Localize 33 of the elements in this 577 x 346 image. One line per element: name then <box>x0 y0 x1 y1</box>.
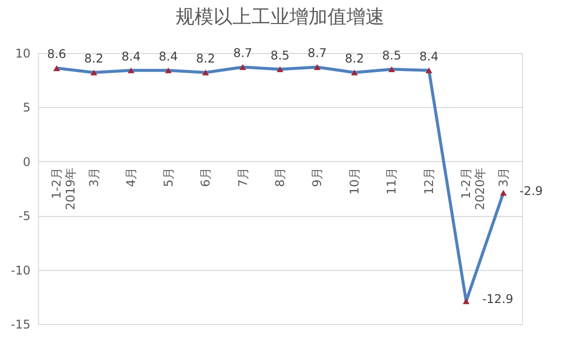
x-tick-label: 10月 <box>347 167 362 195</box>
y-tick-label: 10 <box>15 46 30 60</box>
x-tick-label: 5月 <box>161 167 176 188</box>
data-label: 8.5 <box>382 48 402 62</box>
data-label: 8.6 <box>47 47 66 62</box>
x-tick-label: 9月 <box>310 167 324 188</box>
data-label: 8.2 <box>84 52 104 66</box>
x-tick-label: 4月 <box>124 167 138 188</box>
data-label: 8.4 <box>158 49 178 64</box>
data-label: 8.2 <box>196 52 216 66</box>
data-label: 8.7 <box>308 46 327 60</box>
data-label: 8.4 <box>122 49 141 64</box>
data-label: 8.7 <box>233 46 252 60</box>
x-tick-label: 1-2月 2019年 <box>50 167 78 210</box>
x-tick-label: 6月 <box>198 167 213 188</box>
data-label: 8.2 <box>344 52 364 66</box>
data-label: -12.9 <box>482 292 514 306</box>
y-tick-label: -10 <box>10 263 30 278</box>
y-tick-label: -5 <box>18 209 30 224</box>
x-tick-label: 7月 <box>236 167 250 188</box>
chart-title: 规模以上工业增加值增速 <box>176 6 384 28</box>
data-label: 8.4 <box>419 49 438 64</box>
data-label: -2.9 <box>519 184 543 198</box>
x-tick-label: 12月 <box>422 167 436 195</box>
x-tick-label: 3月 <box>86 167 101 188</box>
x-tick-label: 8月 <box>273 167 287 188</box>
data-label: 8.5 <box>270 48 290 62</box>
y-tick-label: 0 <box>22 154 30 169</box>
x-tick-label: 3月 <box>496 167 510 188</box>
x-tick-label: 11月 <box>384 167 399 195</box>
y-tick-label: 5 <box>22 100 30 115</box>
x-tick-label: 1-2月 2020年 <box>459 167 488 210</box>
y-tick-label: -15 <box>10 318 30 332</box>
